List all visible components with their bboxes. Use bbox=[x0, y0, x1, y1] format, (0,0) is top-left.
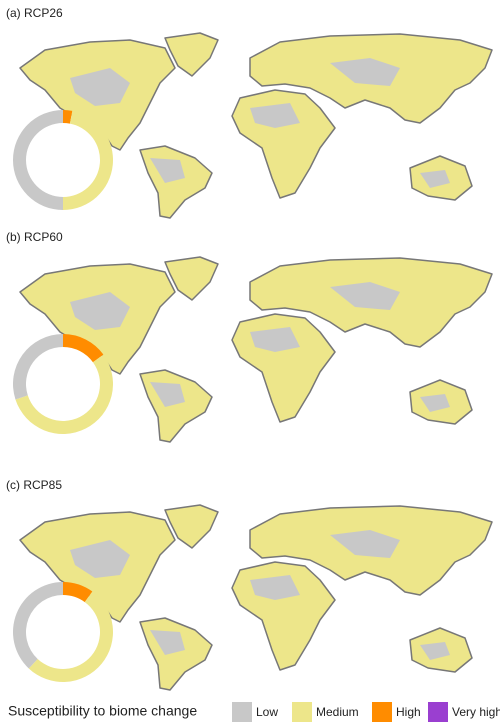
donut-slice bbox=[12, 334, 63, 400]
donut-slice bbox=[63, 334, 104, 363]
legend-swatch bbox=[372, 702, 392, 722]
legend-swatch bbox=[292, 702, 312, 722]
panel-title: (a) RCP26 bbox=[6, 6, 63, 20]
donut-slice bbox=[12, 109, 63, 211]
panel: (b) RCP60 bbox=[6, 230, 493, 443]
donut-slice bbox=[13, 582, 63, 669]
donut-slice bbox=[63, 582, 93, 603]
donut-slice bbox=[63, 110, 73, 124]
panel-title: (c) RCP85 bbox=[6, 478, 62, 492]
donut-slice bbox=[28, 591, 114, 682]
panel: (a) RCP26 bbox=[6, 6, 493, 219]
legend-label: High bbox=[396, 705, 421, 719]
legend-swatch bbox=[232, 702, 252, 722]
legend-title: Susceptibility to biome change bbox=[8, 703, 197, 719]
donut-slice bbox=[15, 354, 114, 434]
legend-label: Very high bbox=[452, 705, 500, 719]
legend-label: Low bbox=[256, 705, 278, 719]
legend-swatch bbox=[428, 702, 448, 722]
panel: (c) RCP85 bbox=[6, 478, 493, 691]
legend-label: Medium bbox=[316, 705, 359, 719]
donut-slice bbox=[63, 110, 113, 210]
panel-title: (b) RCP60 bbox=[6, 230, 63, 244]
